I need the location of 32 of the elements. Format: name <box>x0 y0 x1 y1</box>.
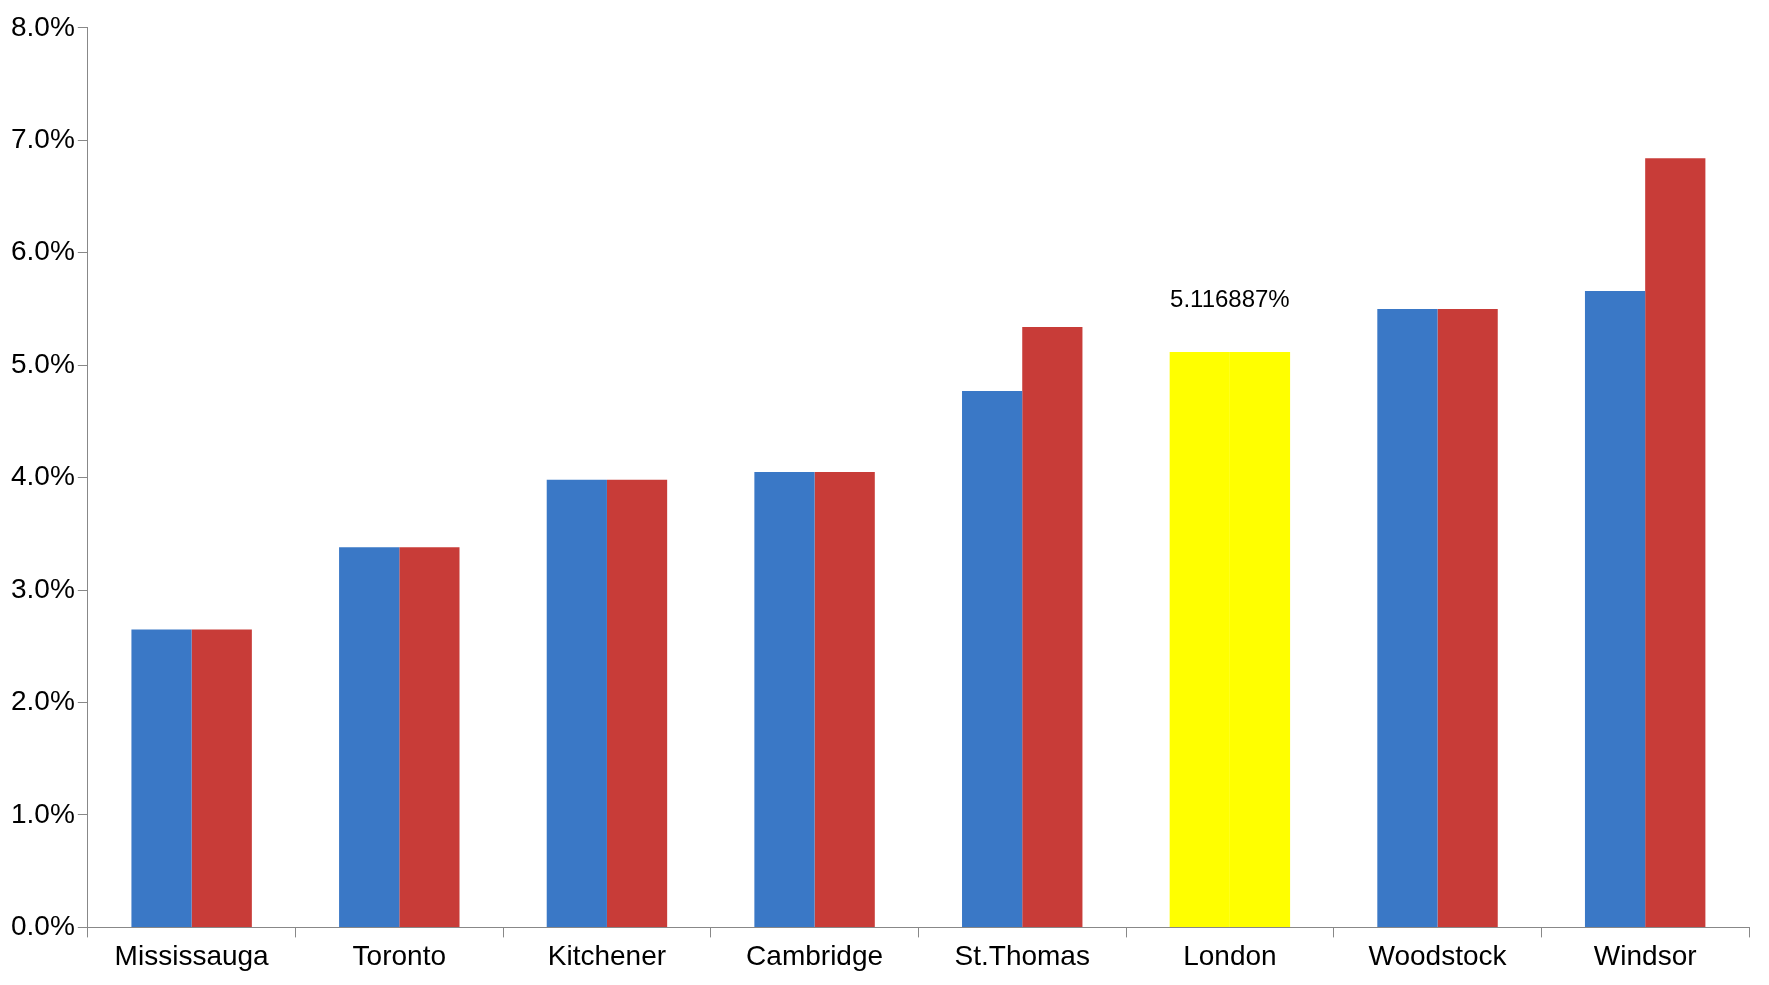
bar <box>399 547 460 927</box>
x-tick-label: Mississauga <box>114 939 270 971</box>
y-tick-label: 5.0% <box>10 347 75 379</box>
bar <box>1377 308 1438 927</box>
x-tick-label: Toronto <box>352 939 446 971</box>
x-tick-label: St.Thomas <box>954 939 1090 971</box>
bar <box>546 479 607 927</box>
bar <box>754 471 815 927</box>
y-tick-label: 0.0% <box>10 910 75 942</box>
bar <box>814 471 875 927</box>
y-tick-label: 7.0% <box>10 122 75 154</box>
y-tick-label: 8.0% <box>10 10 75 42</box>
x-tick-label: London <box>1183 939 1277 971</box>
x-tick-label: Woodstock <box>1368 939 1508 971</box>
y-tick-label: 3.0% <box>10 572 75 604</box>
x-tick-label: Cambridge <box>746 939 884 971</box>
bar <box>1645 158 1706 927</box>
bar <box>131 629 192 927</box>
y-tick-label: 4.0% <box>10 460 75 492</box>
bar <box>339 547 400 927</box>
x-tick-label: Windsor <box>1593 939 1697 971</box>
bar <box>1437 308 1498 927</box>
bar <box>962 391 1023 927</box>
bar <box>606 479 668 927</box>
y-tick-label: 1.0% <box>10 797 75 829</box>
bar <box>1022 326 1083 927</box>
y-tick-label: 6.0% <box>10 235 75 267</box>
data-label: 5.116887% <box>1170 284 1290 312</box>
bar <box>1584 290 1646 927</box>
y-tick-label: 2.0% <box>10 685 75 717</box>
bar <box>191 629 252 927</box>
x-tick-label: Kitchener <box>547 939 667 971</box>
